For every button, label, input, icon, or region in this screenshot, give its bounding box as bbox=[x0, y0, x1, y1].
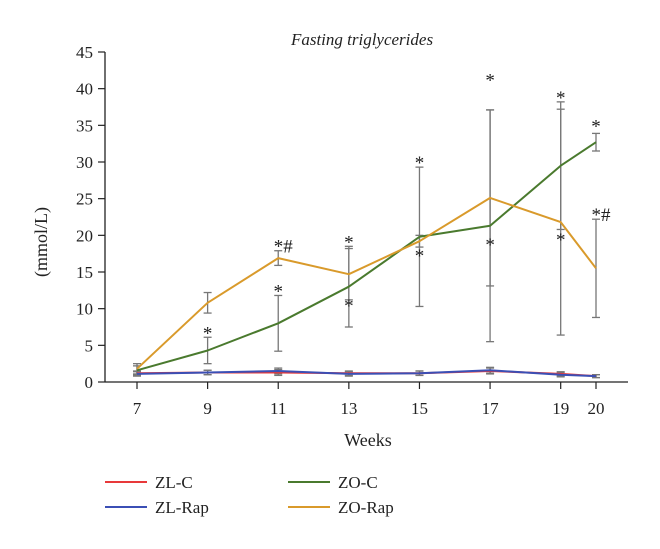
y-tick-label: 40 bbox=[76, 80, 93, 99]
x-tick-label: 15 bbox=[411, 399, 428, 418]
x-tick-label: 20 bbox=[588, 399, 605, 418]
significance-mark: * bbox=[415, 246, 425, 267]
significance-mark: *# bbox=[592, 205, 612, 226]
series-lines bbox=[136, 141, 597, 378]
significance-marks: * *# * * * * * * * * * * *# bbox=[203, 70, 611, 344]
y-tick-label: 15 bbox=[76, 263, 93, 282]
x-tick-label: 13 bbox=[340, 399, 357, 418]
y-axis-title: (mmol/L) bbox=[31, 207, 52, 277]
x-tick-label: 7 bbox=[133, 399, 142, 418]
y-tick-label: 35 bbox=[76, 116, 93, 135]
legend-label: ZL-C bbox=[155, 473, 193, 492]
significance-mark: * bbox=[485, 70, 495, 91]
x-tick-label: 17 bbox=[482, 399, 500, 418]
y-tick-label: 25 bbox=[76, 190, 93, 209]
y-tick-label: 5 bbox=[85, 336, 94, 355]
significance-mark: * bbox=[591, 116, 601, 137]
legend-label: ZO-C bbox=[338, 473, 378, 492]
significance-mark: *# bbox=[274, 237, 294, 258]
significance-mark: * bbox=[203, 323, 213, 344]
legend-label: ZL-Rap bbox=[155, 498, 209, 517]
x-tick-label: 11 bbox=[270, 399, 286, 418]
significance-mark: * bbox=[273, 281, 283, 302]
significance-mark: * bbox=[415, 153, 425, 174]
significance-mark: * bbox=[556, 88, 566, 109]
y-tick-label: 0 bbox=[85, 373, 94, 392]
legend-label: ZO-Rap bbox=[338, 498, 394, 517]
significance-mark: * bbox=[344, 296, 354, 317]
y-tick-label: 20 bbox=[76, 226, 93, 245]
significance-mark: * bbox=[556, 230, 566, 251]
legend: ZL-C ZL-Rap ZO-C ZO-Rap bbox=[105, 473, 394, 517]
significance-mark: * bbox=[485, 235, 495, 256]
y-tick-label: 10 bbox=[76, 300, 93, 319]
series-line-zo-rap bbox=[136, 196, 597, 370]
y-tick-label: 30 bbox=[76, 153, 93, 172]
x-axis-title: Weeks bbox=[344, 430, 392, 450]
series-line-zl-rap bbox=[136, 369, 597, 378]
axes: 0 5 10 15 20 25 30 35 40 45 7 9 11 13 15 17 19 20 bbox=[76, 43, 628, 418]
x-tick-label: 9 bbox=[203, 399, 212, 418]
chart-title: Fasting triglycerides bbox=[290, 30, 434, 49]
y-tick-label: 45 bbox=[76, 43, 93, 62]
significance-mark: * bbox=[344, 232, 354, 253]
series-line-zo-c bbox=[136, 141, 597, 372]
x-tick-label: 19 bbox=[552, 399, 569, 418]
